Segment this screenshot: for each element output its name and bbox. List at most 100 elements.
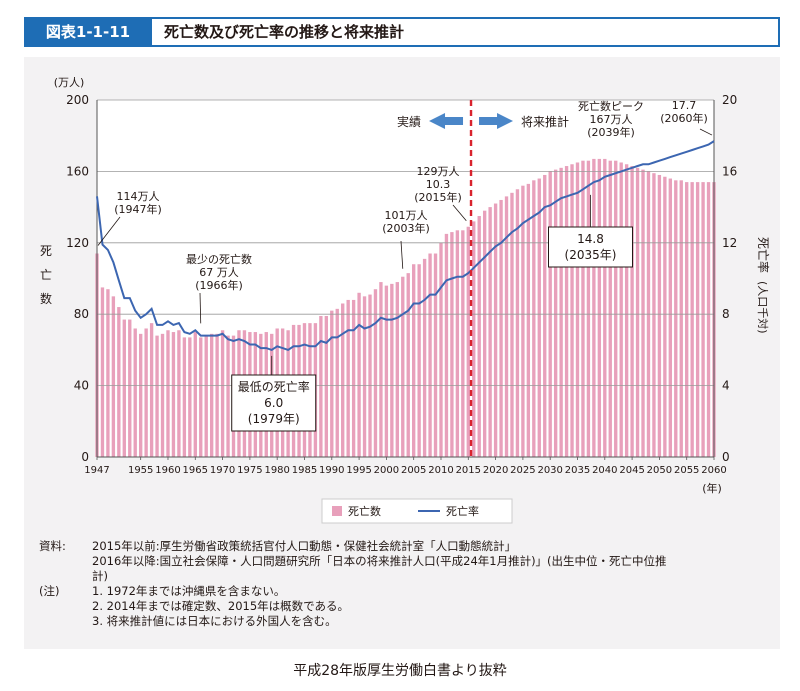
bar-deaths — [412, 264, 416, 457]
bar-deaths — [543, 174, 547, 457]
arrow-left-icon — [429, 113, 464, 129]
x-tick-label: 1970 — [210, 465, 235, 476]
x-tick-label: 2040 — [592, 465, 617, 476]
annotation-text: 167万人 — [590, 113, 633, 126]
x-tick-label: 2045 — [619, 465, 644, 476]
bar-deaths — [553, 169, 558, 457]
x-tick-label: 1990 — [319, 465, 344, 476]
bar-deaths — [575, 162, 580, 457]
bar-deaths — [657, 174, 662, 457]
bar-deaths — [668, 178, 672, 457]
x-tick-label: 1985 — [292, 465, 317, 476]
y-right-tick-label: 16 — [722, 164, 737, 178]
bar-deaths — [166, 330, 170, 457]
bar-deaths — [341, 303, 345, 457]
x-tick-label: 1995 — [346, 465, 371, 476]
x-tick-label: 2020 — [483, 465, 508, 476]
legend-label-rate: 死亡率 — [446, 504, 479, 518]
bar-deaths — [461, 230, 465, 457]
source-line: 計) — [92, 569, 108, 583]
bar-deaths — [706, 182, 711, 458]
annotation-text: 最低の死亡率 — [238, 379, 310, 394]
annotation-text: 67 万人 — [199, 266, 239, 279]
bar-deaths — [592, 158, 596, 457]
bar-deaths — [433, 253, 438, 457]
bar-deaths — [324, 315, 329, 457]
y-left-tick-label: 0 — [81, 450, 89, 464]
source-label: 資料: — [39, 539, 66, 553]
bar-deaths — [493, 203, 498, 457]
bar-deaths — [466, 226, 470, 457]
annotation-leader — [97, 216, 121, 246]
bar-deaths — [444, 233, 449, 458]
bar-deaths — [149, 323, 154, 458]
x-tick-label: 1960 — [155, 465, 180, 476]
annotation-text: (2060年) — [660, 111, 708, 125]
legend-label-deaths: 死亡数 — [348, 504, 381, 518]
annotation-text: 最少の死亡数 — [186, 252, 252, 266]
bar-deaths — [630, 166, 634, 458]
bar-deaths — [395, 282, 399, 457]
y-left-tick-label: 80 — [74, 307, 89, 321]
note-line: 1. 1972年までは沖縄県を含まない。 — [92, 584, 286, 598]
bar-deaths — [106, 289, 110, 457]
bar-deaths — [319, 315, 323, 457]
note-label: (注) — [39, 584, 60, 598]
x-axis-unit: (年) — [702, 481, 722, 495]
x-tick-label: 1980 — [264, 465, 289, 476]
bar-deaths — [111, 296, 116, 457]
y-left-axis-title: 死亡数 — [40, 244, 52, 306]
bar-deaths — [685, 182, 689, 458]
annotation-text: 17.7 — [672, 99, 697, 112]
bar-deaths — [641, 169, 645, 457]
bar-deaths — [422, 258, 427, 457]
x-tick-label: 1955 — [128, 465, 153, 476]
bar-deaths — [144, 328, 148, 457]
source-note: 平成28年版厚生労働白書より抜粋 — [293, 663, 507, 679]
annotation-leader — [452, 204, 467, 221]
note-line: 2. 2014年までは確定数、2015年は概数である。 — [92, 599, 350, 613]
bar-deaths — [133, 328, 137, 457]
x-tick-label: 2030 — [537, 465, 562, 476]
x-tick-label: 2015 — [456, 465, 481, 476]
bar-deaths — [117, 307, 121, 457]
y-right-axis-subtitle: (人口千対) — [756, 281, 770, 334]
y-left-tick-label: 160 — [66, 164, 89, 178]
annotation-text: (1966年) — [195, 278, 243, 292]
bar-deaths — [586, 160, 591, 457]
bar-deaths — [406, 273, 410, 457]
bar-deaths — [220, 330, 225, 457]
bar-deaths — [472, 221, 476, 457]
bar-deaths — [674, 180, 678, 457]
bar-deaths — [209, 333, 214, 457]
arrow-left-label: 実績 — [397, 114, 421, 129]
y-left-tick-label: 120 — [66, 236, 89, 250]
x-tick-label: 2000 — [374, 465, 399, 476]
annotation-text: (1979年) — [248, 412, 300, 426]
figure-header: 図表1-1-11 死亡数及び死亡率の推移と将来推計 — [24, 17, 780, 47]
bar-deaths — [690, 182, 694, 458]
y-left-unit: (万人) — [54, 76, 85, 89]
bar-deaths — [357, 292, 361, 457]
bar-deaths — [177, 330, 181, 457]
bar-deaths — [401, 276, 405, 457]
bar-deaths — [335, 308, 339, 457]
annotation-leader — [199, 292, 202, 324]
source-line: 2016年以降:国立社会保障・人口問題研究所「日本の将来推計人口(平成24年1月… — [92, 554, 667, 568]
annotation-leader — [699, 128, 713, 136]
annotation-text: (1947年) — [114, 202, 162, 216]
y-left-tick-label: 40 — [74, 379, 89, 393]
annotation-box — [547, 226, 633, 268]
bar-deaths — [663, 176, 667, 457]
bar-deaths — [515, 189, 520, 457]
bar-deaths — [171, 332, 176, 457]
bar-deaths — [570, 164, 574, 457]
bar-deaths — [193, 332, 197, 457]
bar-deaths — [564, 166, 569, 458]
figure-label: 図表1-1-11 — [24, 17, 152, 47]
annotation-text: 14.8 — [577, 232, 604, 246]
annotation-box — [231, 374, 317, 432]
bar-deaths — [603, 158, 607, 457]
x-tick-label: 2025 — [510, 465, 535, 476]
